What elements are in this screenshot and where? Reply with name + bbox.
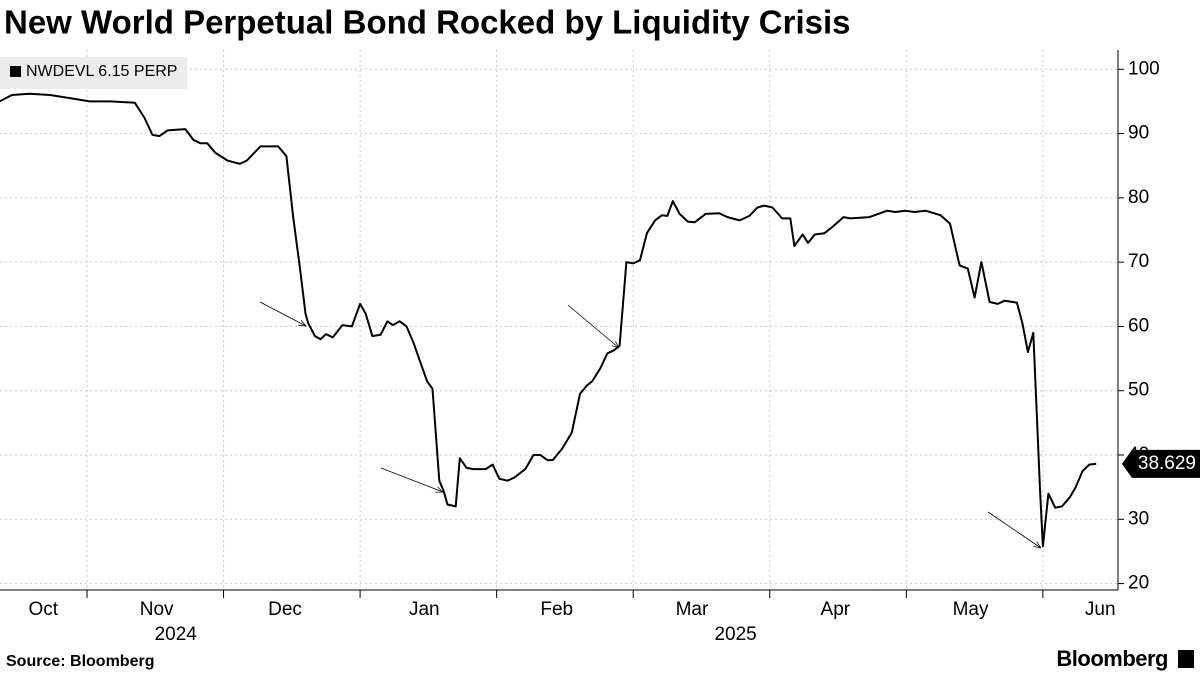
x-tick-label: Apr [821, 599, 851, 620]
arrow [259, 301, 306, 326]
legend-box [0, 57, 187, 89]
y-tick-label: 20 [1128, 573, 1149, 594]
legend-swatch [10, 66, 21, 77]
x-tick-label: May [953, 599, 989, 620]
plot-area [0, 50, 1124, 598]
logo-icon [1178, 650, 1194, 668]
x-tick-label: Mar [676, 599, 709, 620]
chart-title: New World Perpetual Bond Rocked by Liqui… [4, 4, 851, 41]
x-tick-label: Dec [268, 599, 302, 620]
x-tick-label: Jun [1085, 599, 1116, 620]
arrow [567, 304, 619, 348]
legend-label: NWDEVL 6.15 PERP [26, 63, 177, 80]
y-tick-label: 60 [1128, 315, 1149, 336]
y-tick-label: 30 [1128, 508, 1149, 529]
y-tick-label: 90 [1128, 123, 1149, 144]
y-tick-label: 70 [1128, 251, 1149, 272]
y-tick-label: 80 [1128, 187, 1149, 208]
annotation-arrows [259, 301, 1041, 548]
logo: Bloomberg [1056, 646, 1168, 671]
x-tick-label: Nov [140, 599, 174, 620]
arrow [380, 467, 443, 492]
x-year-label: 2024 [155, 624, 198, 645]
last-value-label: 38.629 [1138, 453, 1196, 474]
x-year-label: 2025 [714, 624, 756, 645]
source: Source: Bloomberg [6, 653, 154, 670]
x-tick-label: Feb [540, 599, 573, 620]
y-tick-label: 100 [1128, 58, 1160, 79]
x-tick-label: Jan [409, 599, 440, 620]
line-series [0, 92, 1097, 548]
x-tick-label: Oct [29, 599, 59, 620]
last-value-box [1122, 449, 1200, 478]
arrow [987, 511, 1041, 548]
y-tick-label: 50 [1128, 380, 1149, 401]
